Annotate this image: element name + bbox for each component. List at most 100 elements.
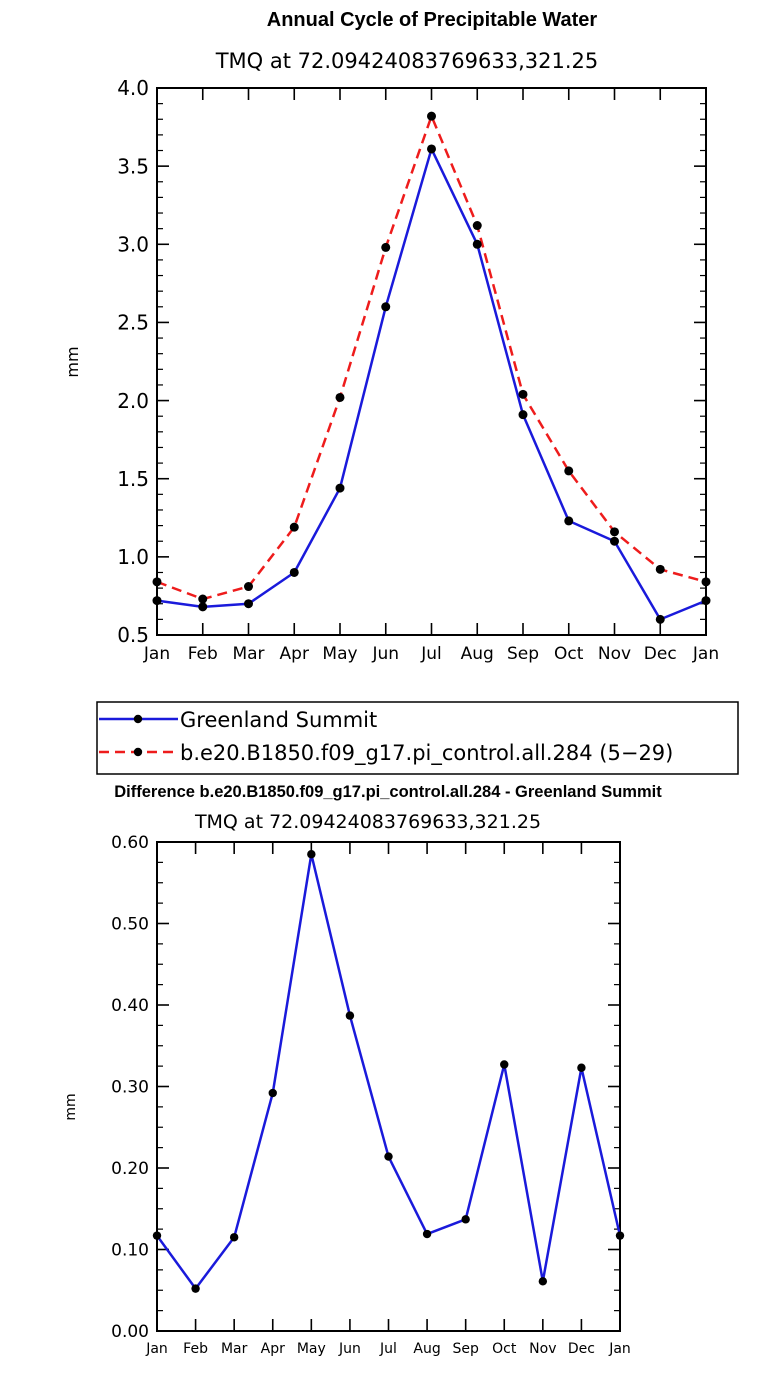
- bottom-series-0-point: [384, 1152, 393, 1161]
- bottom-chart-ylabel: mm: [63, 1093, 79, 1120]
- bottom-series-0-point: [577, 1063, 586, 1072]
- top-series-1-point: [381, 242, 391, 252]
- top-xtick-label: Oct: [554, 644, 584, 664]
- top-xtick-label: Jul: [420, 644, 442, 664]
- top-chart-title: Annual Cycle of Precipitable Water: [267, 9, 598, 31]
- top-xtick-label: Aug: [461, 644, 494, 664]
- top-series-0-point: [655, 614, 665, 624]
- bottom-xtick-label: May: [297, 1341, 326, 1357]
- top-series-0-point: [427, 144, 436, 154]
- bottom-xtick-label: Aug: [413, 1341, 440, 1357]
- bottom-xtick-label: Jul: [379, 1341, 397, 1357]
- top-series-0-point: [701, 596, 711, 606]
- top-xtick-label: Jan: [143, 644, 170, 664]
- bottom-chart-plot: 0.00 0.10 0.20 0.30 0.40 0.50 0.60 Jan Feb Mar Apr…: [111, 833, 631, 1357]
- bottom-ytick-label: 0.50: [111, 915, 149, 935]
- bottom-ytick-label: 0.60: [111, 833, 149, 853]
- top-series-1-point: [198, 594, 208, 604]
- top-series-1-point: [427, 111, 436, 121]
- bottom-series-0-point: [152, 1231, 162, 1240]
- top-series-line-1: [156, 114, 707, 601]
- bottom-xtick-label: Apr: [261, 1341, 285, 1357]
- bottom-xtick-label: Oct: [492, 1341, 517, 1357]
- top-xtick-label: Sep: [507, 644, 539, 664]
- top-series-1-point: [472, 221, 482, 231]
- top-plot-frame: [156, 87, 707, 636]
- bottom-ytick-label: 0.00: [111, 1322, 149, 1342]
- top-series-1-point: [244, 582, 253, 592]
- top-ytick-label: 3.5: [117, 154, 149, 178]
- bottom-series-0-point: [229, 1233, 239, 1242]
- bottom-series-0-point: [345, 1011, 355, 1020]
- legend-marker-model: [133, 747, 143, 757]
- top-xtick-label: Dec: [644, 644, 677, 664]
- top-series-1-point: [655, 564, 665, 574]
- bottom-ytick-label: 0.30: [111, 1078, 149, 1098]
- top-series-0-point: [289, 567, 299, 577]
- legend-label-greenland: Greenland Summit: [180, 708, 377, 732]
- legend-label-model: b.e20.B1850.f09_g17.pi_control.all.284 (…: [180, 741, 673, 766]
- bottom-series-0-point: [422, 1229, 432, 1239]
- top-series-0-point: [518, 410, 528, 420]
- bottom-ytick-label: 0.10: [111, 1241, 149, 1261]
- top-ytick-label: 1.5: [117, 467, 149, 491]
- top-xtick-label: Mar: [232, 644, 264, 664]
- top-ytick-label: 3.0: [117, 232, 149, 256]
- top-xtick-label: Jan: [692, 644, 719, 664]
- top-series-1-point: [335, 392, 345, 402]
- bottom-xtick-label: Mar: [221, 1341, 248, 1357]
- bottom-series-0-point: [615, 1231, 625, 1240]
- top-series-1-point: [152, 577, 162, 587]
- top-series-1-point: [289, 522, 299, 532]
- top-series-0-point: [198, 602, 208, 612]
- legend-box: [96, 701, 739, 775]
- bottom-xtick-label: Jan: [608, 1341, 631, 1357]
- top-xtick-label: Apr: [280, 644, 309, 664]
- legend: Greenland Summit b.e20.B1850.f09_g17.pi_…: [96, 701, 739, 775]
- top-series-0-point: [472, 239, 482, 249]
- top-series-1-point: [564, 466, 574, 476]
- bottom-ytick-label: 0.40: [111, 996, 149, 1016]
- bottom-xtick-label: Jan: [145, 1341, 168, 1357]
- top-ytick-label: 0.5: [117, 623, 149, 647]
- top-series-0-point: [244, 599, 253, 609]
- bottom-xtick-label: Nov: [529, 1341, 556, 1357]
- bottom-series-0-point: [538, 1277, 548, 1286]
- top-series-1-point: [610, 527, 619, 537]
- top-ytick-label: 4.0: [117, 76, 149, 100]
- bottom-series-line-0: [155, 852, 622, 1290]
- top-xtick-label: May: [322, 644, 357, 664]
- bottom-chart-title: Difference b.e20.B1850.f09_g17.pi_contro…: [114, 783, 662, 801]
- top-xtick-label: Nov: [598, 644, 631, 664]
- bottom-series-0-point: [461, 1215, 470, 1224]
- top-series-1-point: [518, 389, 528, 399]
- bottom-xtick-label: Dec: [568, 1341, 595, 1357]
- top-series-0-point: [610, 536, 619, 546]
- bottom-series-0-point: [307, 850, 316, 859]
- top-chart-subtitle: TMQ at 72.09424083769633,321.25: [215, 49, 599, 73]
- bottom-plot-frame: [156, 841, 621, 1332]
- top-xtick-label: Jun: [371, 644, 399, 664]
- bottom-ytick-label: 0.20: [111, 1159, 149, 1179]
- top-chart-ylabel: mm: [63, 346, 82, 377]
- top-series-0-point: [152, 596, 162, 606]
- top-ytick-label: 2.0: [117, 389, 149, 413]
- top-series-1-point: [701, 577, 711, 587]
- top-series-0-point: [564, 516, 574, 526]
- bottom-series-0-point: [191, 1284, 200, 1293]
- bottom-xtick-label: Jun: [338, 1341, 361, 1357]
- bottom-chart-subtitle: TMQ at 72.09424083769633,321.25: [194, 811, 541, 833]
- top-series-0-point: [381, 302, 391, 312]
- bottom-xtick-label: Sep: [452, 1341, 479, 1357]
- top-series-0-point: [335, 483, 345, 493]
- top-series-line-0: [156, 147, 707, 621]
- bottom-xtick-label: Feb: [183, 1341, 208, 1357]
- legend-marker-greenland: [133, 714, 143, 724]
- bottom-series-0-point: [500, 1060, 509, 1069]
- top-chart-plot: 0.5 1.0 1.5 2.0 2.5 3.0 3.5 4.0 Jan Feb Mar Apr May J…: [117, 76, 719, 664]
- top-xtick-label: Feb: [188, 644, 218, 664]
- top-ytick-label: 1.0: [117, 545, 149, 569]
- top-ytick-label: 2.5: [117, 311, 149, 335]
- bottom-series-0-point: [268, 1088, 277, 1098]
